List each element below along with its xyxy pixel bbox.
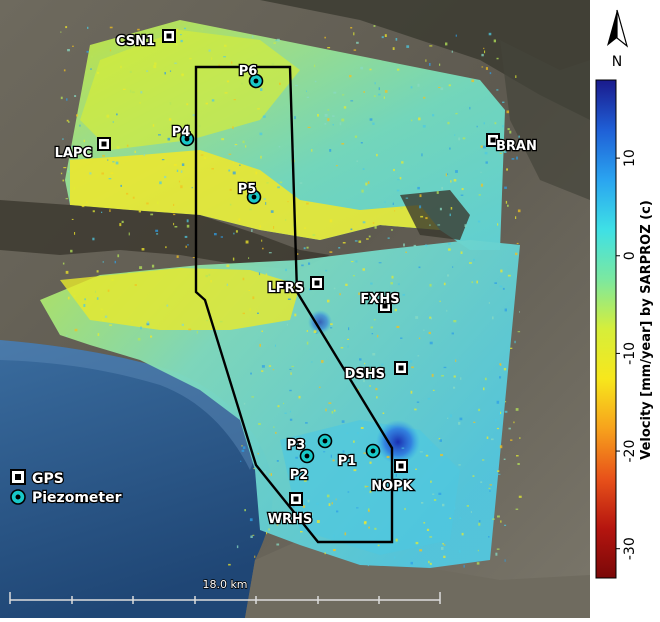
gps-station-csn1: CSN1 — [115, 29, 176, 50]
gps-station-dshs: DSHS — [343, 361, 408, 383]
piezometer-p4: P4 — [170, 124, 195, 147]
piezometer-label: P2 — [290, 468, 309, 483]
gps-stations: CSN1 LAPC BRAN LFRS FXHS DSHS NOPK WRHS — [53, 29, 538, 528]
scale-bar: 18.0 km — [9, 577, 441, 604]
shore-shallows — [0, 340, 260, 470]
study-area-outline — [194, 65, 394, 544]
piezometer-p2: P2 — [288, 433, 333, 484]
gps-station-fxhs: FXHS — [359, 291, 401, 313]
piezometer-p1: P1 — [336, 443, 381, 470]
piezometer-p3: P3 — [285, 437, 315, 464]
gps-label: DSHS — [345, 367, 385, 382]
velocity-yellow-south — [60, 268, 300, 330]
north-label: N — [612, 54, 622, 70]
gps-label: LFRS — [267, 281, 304, 296]
colorbar-ticks: 10 0 -10 -20 -30 — [616, 149, 638, 560]
subsidence-hotspot-small — [308, 310, 332, 334]
colorbar-tick-label: 10 — [622, 149, 638, 167]
gps-label: CSN1 — [116, 34, 155, 49]
map-legend: GPS Piezometer — [10, 469, 123, 507]
colorbar-panel: N 10 0 -10 -20 -30 Velocity [mm/year] by SAR… — [590, 0, 660, 618]
gps-station-lfrs: LFRS — [266, 276, 324, 297]
subsidence-hotspot — [376, 420, 420, 464]
gps-station-lapc: LAPC — [53, 137, 111, 162]
gps-label: BRAN — [496, 139, 537, 154]
legend-gps-label: GPS — [32, 471, 64, 487]
north-arrow-icon — [607, 9, 629, 48]
colorbar-title: Velocity [mm/year] by SARPROZ (c) — [639, 200, 654, 460]
gps-label: FXHS — [360, 292, 399, 307]
colorbar-tick-label: -10 — [622, 342, 638, 365]
gps-label: WRHS — [268, 512, 313, 527]
scale-bar-label: 18.0 km — [202, 578, 247, 591]
land-south — [245, 540, 590, 618]
piezometers: P6 P4 P5 P3 P1 P2 — [170, 63, 381, 484]
mountains-east — [500, 40, 590, 200]
mountains-north — [260, 0, 590, 120]
piezometer-p5: P5 — [236, 181, 262, 205]
gps-label: LAPC — [55, 146, 92, 161]
piezometer-label: P1 — [338, 454, 357, 469]
piezometer-label: P5 — [238, 182, 257, 197]
velocity-speckles — [60, 25, 522, 568]
gps-station-wrhs: WRHS — [266, 492, 314, 528]
colorbar — [595, 79, 617, 579]
colorbar-tick-label: 0 — [622, 251, 638, 260]
gps-station-nopk: NOPK — [370, 459, 415, 495]
velocity-yellow-west — [80, 30, 300, 150]
mountain-gap-east — [400, 190, 470, 240]
legend-piezometer-label: Piezometer — [32, 490, 122, 506]
piezometer-label: P4 — [172, 125, 191, 140]
piezometer-p6: P6 — [237, 63, 264, 89]
gps-label: NOPK — [371, 479, 413, 494]
colorbar-tick-label: -20 — [622, 440, 638, 463]
mountain-gap — [0, 200, 330, 270]
gps-station-bran: BRAN — [486, 133, 538, 155]
colorbar-tick-label: -30 — [622, 537, 638, 560]
piezometer-label: P6 — [239, 64, 258, 79]
piezometer-label: P3 — [287, 438, 306, 453]
